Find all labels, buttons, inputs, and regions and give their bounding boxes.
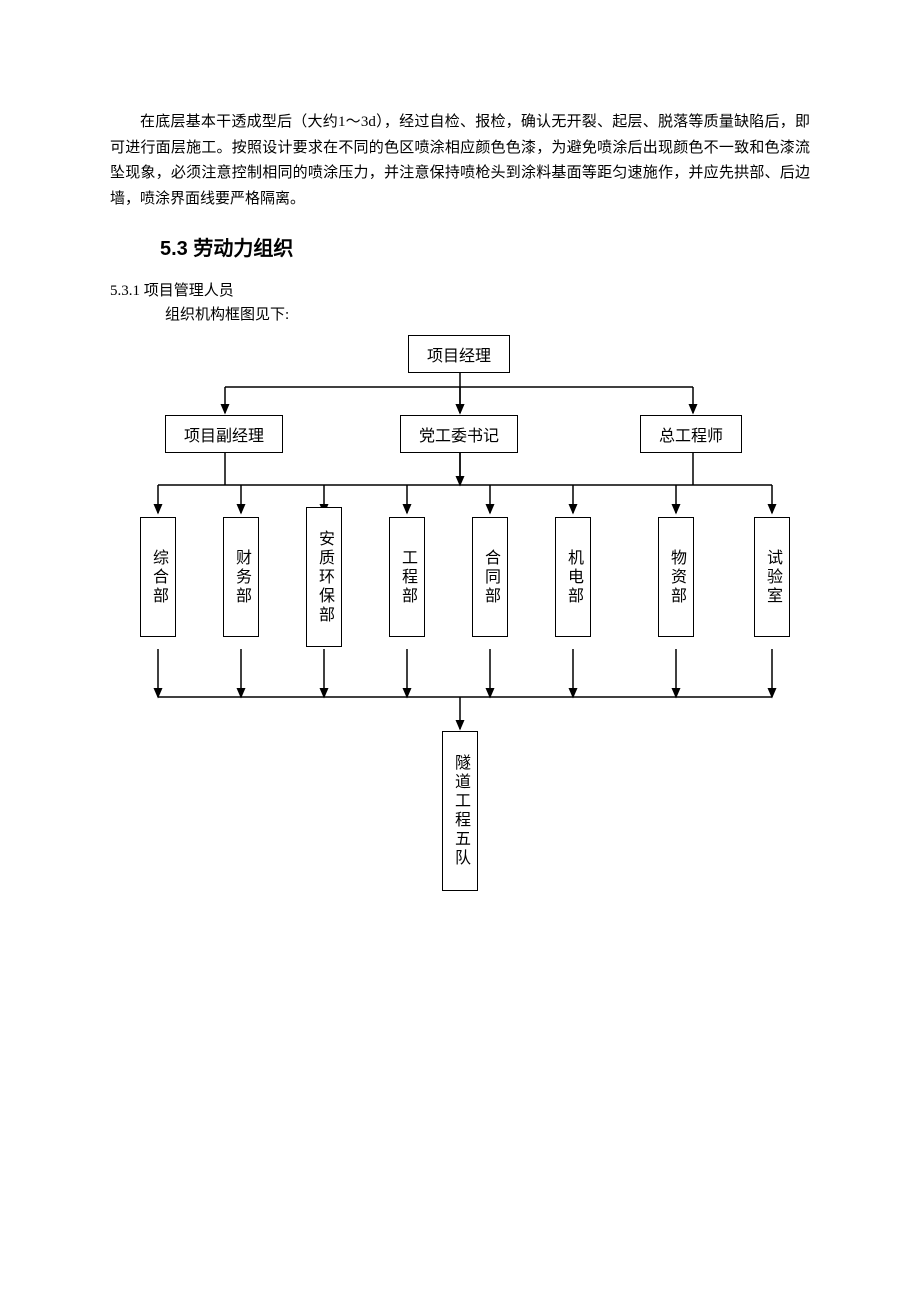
subsection-caption: 组织机构框图见下: [165, 303, 810, 327]
org-node-d1: 财务部 [223, 517, 259, 637]
org-node-l2b: 党工委书记 [400, 415, 518, 453]
org-node-root: 项目经理 [408, 335, 510, 373]
org-node-team: 隧道工程五队 [442, 731, 478, 891]
org-node-d2: 安质环保部 [306, 507, 342, 647]
org-node-d4: 合同部 [472, 517, 508, 637]
section-heading: 5.3 劳动力组织 [160, 232, 810, 261]
org-node-l2c: 总工程师 [640, 415, 742, 453]
body-paragraph: 在底层基本干透成型后（大约1～3d），经过自检、报检，确认无开裂、起层、脱落等质… [110, 110, 810, 212]
org-node-d5: 机电部 [555, 517, 591, 637]
org-node-d3: 工程部 [389, 517, 425, 637]
org-node-d0: 综合部 [140, 517, 176, 637]
org-node-d6: 物资部 [658, 517, 694, 637]
org-chart: 项目经理项目副经理 党工委书记 总工程师综合部 财务部 安质环保部 工程部 合同部 机电部 物资… [110, 327, 810, 907]
org-node-l2a: 项目副经理 [165, 415, 283, 453]
subsection-number: 5.3.1 项目管理人员 [110, 279, 810, 303]
org-node-d7: 试验室 [754, 517, 790, 637]
